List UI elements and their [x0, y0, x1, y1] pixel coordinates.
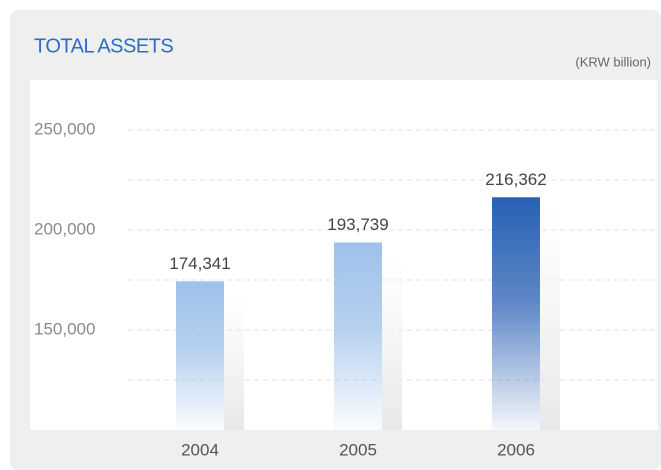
value-label: 193,739	[327, 215, 388, 234]
y-tick-label: 250,000	[34, 119, 95, 138]
y-tick-label: 200,000	[34, 219, 95, 238]
bar	[492, 197, 540, 430]
bar-shadow	[224, 293, 244, 430]
chart-title: TOTAL ASSETS	[34, 35, 173, 57]
value-label: 174,341	[169, 254, 230, 273]
x-tick-label: 2005	[339, 440, 377, 459]
value-label: 216,362	[485, 170, 546, 189]
unit-label: (KRW billion)	[575, 54, 651, 69]
bar	[176, 281, 224, 430]
bar-shadow	[540, 209, 560, 430]
x-tick-label: 2006	[497, 440, 535, 459]
y-tick-label: 150,000	[34, 319, 95, 338]
bar-shadow	[382, 254, 402, 430]
x-tick-label: 2004	[181, 440, 219, 459]
bar	[334, 242, 382, 430]
